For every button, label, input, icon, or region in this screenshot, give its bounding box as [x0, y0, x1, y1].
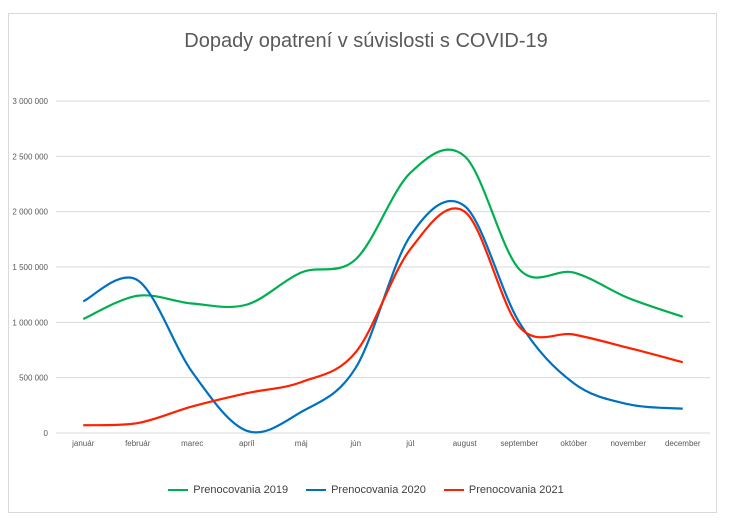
x-tick-label: október [560, 439, 587, 448]
legend-swatch [168, 489, 189, 491]
x-tick-label: november [610, 439, 646, 448]
series-line-1 [82, 148, 684, 321]
y-tick-label: 1 000 000 [12, 318, 48, 327]
series-line-3 [83, 207, 684, 427]
x-tick-label: máj [295, 439, 308, 448]
legend-item: Prenocovania 2019 [168, 484, 288, 496]
y-tick-label: 0 [44, 429, 49, 438]
x-tick-label: marec [181, 439, 203, 448]
y-tick-label: 500 000 [19, 374, 48, 383]
legend-swatch [443, 489, 464, 491]
x-tick-label: február [125, 439, 151, 448]
y-tick-label: 2 500 000 [12, 152, 48, 161]
series-line-2 [82, 199, 683, 434]
legend-label: Prenocovania 2021 [468, 484, 564, 496]
legend-label: Prenocovania 2020 [331, 484, 426, 496]
chart-area [8, 13, 717, 513]
y-tick-label: 3 000 000 [12, 97, 48, 106]
legend: Prenocovania 2019 Prenocovania 2020 Prenoc… [0, 484, 732, 496]
legend-item: Prenocovania 2020 [306, 484, 426, 496]
x-tick-label: júl [405, 439, 414, 448]
x-tick-label: apríl [239, 439, 255, 448]
y-tick-label: 2 000 000 [12, 208, 48, 217]
legend-label: Prenocovania 2019 [193, 484, 289, 496]
x-tick-label: jún [349, 439, 361, 448]
y-tick-label: 1 500 000 [12, 263, 48, 272]
x-tick-label: august [453, 439, 478, 448]
legend-swatch [306, 489, 327, 491]
x-tick-label: december [665, 439, 701, 448]
chart-title: Dopady opatrení v súvislosti s COVID-19 [184, 30, 548, 52]
x-tick-label: január [71, 439, 95, 448]
x-tick-label: september [500, 439, 538, 448]
legend-item: Prenocovania 2021 [443, 484, 564, 496]
